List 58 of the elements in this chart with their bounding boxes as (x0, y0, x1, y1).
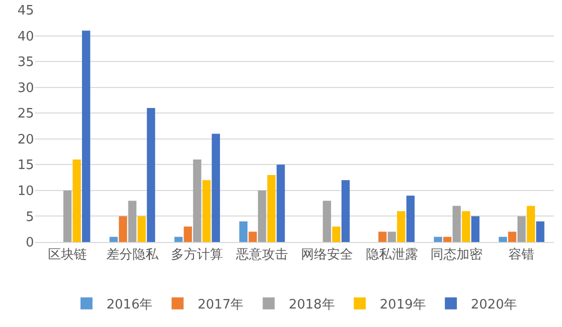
bar (498, 236, 507, 242)
bar (276, 164, 285, 242)
y-tick-label: 30 (17, 80, 34, 96)
legend-label: 2016年 (106, 297, 153, 312)
y-tick-label: 35 (17, 55, 34, 70)
bar (342, 180, 350, 242)
bar (462, 211, 470, 242)
bar (443, 236, 452, 242)
bar (63, 190, 72, 242)
bar (434, 236, 442, 242)
bar (397, 211, 406, 242)
bar (526, 206, 536, 242)
y-tick-label: 20 (17, 132, 34, 148)
x-tick-label: 差分隐私 (106, 248, 160, 263)
y-tick-label: 25 (17, 106, 34, 122)
y-tick-label: 15 (17, 158, 34, 174)
x-tick-label: 恶意攻击 (235, 248, 288, 263)
bar (110, 236, 118, 242)
bar (118, 216, 128, 242)
bar (202, 180, 211, 242)
bar (184, 226, 192, 242)
x-tick-label: 容错 (508, 246, 535, 263)
legend-label: 2020年 (470, 297, 517, 312)
legend-label: 2018年 (288, 297, 335, 312)
legend-label: 2017年 (198, 297, 244, 312)
y-tick-label: 10 (17, 184, 34, 199)
bar (452, 206, 461, 242)
x-tick-label: 多方计算 (171, 246, 224, 263)
y-tick-label: 5 (26, 210, 34, 225)
bar (239, 221, 248, 242)
bar (174, 236, 183, 242)
bar (248, 232, 257, 242)
bar (258, 190, 266, 242)
bar (471, 216, 480, 242)
bar (212, 134, 220, 242)
bar (536, 221, 544, 242)
x-tick-label: 区块链 (48, 248, 87, 263)
legend-label: 2019年 (380, 297, 426, 312)
bar (193, 160, 202, 242)
bar (332, 226, 340, 242)
bar (388, 232, 396, 242)
bar (72, 160, 81, 242)
bar (378, 232, 387, 242)
bar (267, 174, 276, 242)
y-tick-label: 40 (17, 29, 34, 44)
bar (138, 216, 146, 242)
bar (406, 196, 415, 242)
x-tick-label: 同态加密 (430, 248, 483, 263)
bar (128, 200, 136, 242)
y-tick-label: 45 (17, 4, 34, 19)
x-tick-label: 隐私泄露 (366, 248, 418, 263)
bar (517, 216, 526, 242)
bar (146, 108, 156, 242)
bar (322, 200, 332, 242)
x-tick-label: 网络安全 (300, 246, 353, 263)
bar (508, 232, 516, 242)
y-tick-label: 0 (26, 236, 34, 251)
bar (82, 30, 90, 242)
